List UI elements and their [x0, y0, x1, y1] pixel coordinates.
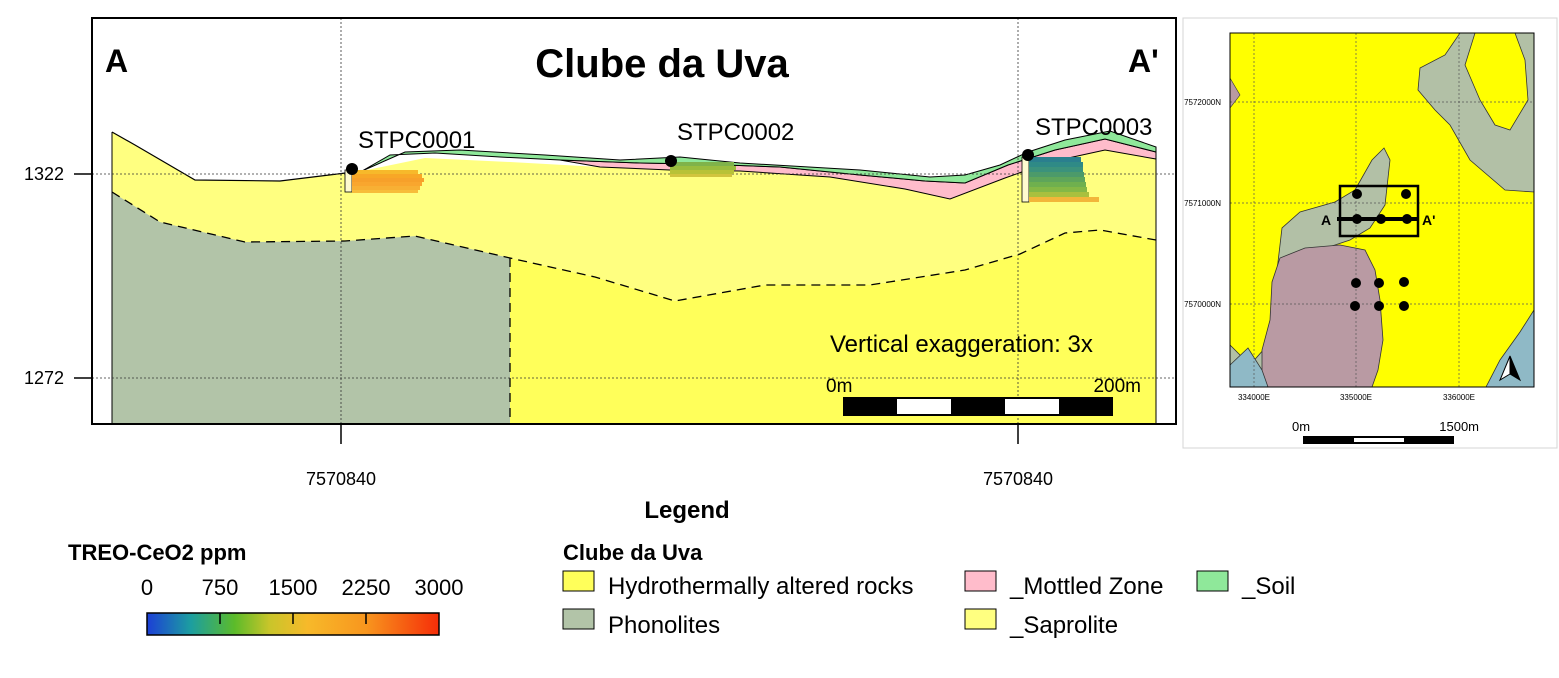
- map-mauve-unit: [1261, 244, 1384, 388]
- drillhole-stpc0003: [1021, 149, 1099, 203]
- map-easting-label: 336000E: [1443, 393, 1475, 402]
- legend-label-hydrothermal: Hydrothermally altered rocks: [608, 573, 913, 600]
- map-section-end-label: A': [1422, 212, 1435, 228]
- legend-swatch-hydrothermal: [562, 570, 595, 592]
- scalebar-segment: [897, 399, 951, 414]
- y-tick-label: 1322: [24, 164, 64, 184]
- north-arrow-icon: [1498, 355, 1522, 382]
- colorbar-tick-label: 3000: [415, 575, 464, 600]
- x-tick-label: 7570840: [983, 469, 1053, 489]
- grade-bar: [1029, 197, 1099, 202]
- topography-line: [111, 131, 363, 182]
- map-scalebar: [1303, 436, 1454, 444]
- colorbar-tick-label: 0: [141, 575, 153, 600]
- section-frame: [91, 17, 1177, 425]
- map-scalebar-end-label: 1500m: [1439, 419, 1479, 434]
- grade-bar: [1029, 162, 1083, 167]
- map-yellow-finger: [1464, 32, 1529, 131]
- drillhole-trace: [1021, 156, 1030, 203]
- grade-bar: [352, 170, 418, 174]
- drillhole-label-stpc0002: STPC0002: [677, 119, 794, 146]
- colorbar-title: TREO-CeO2 ppm: [68, 540, 246, 565]
- contact-dashed-line: [111, 191, 1157, 302]
- drill-point: [1376, 214, 1386, 224]
- drill-point: [1374, 301, 1384, 311]
- grade-bar: [1029, 157, 1081, 162]
- legend: Legend TREO-CeO2 ppm 0 750 1500 2250 300…: [68, 497, 1295, 639]
- grade-bar: [1029, 172, 1084, 177]
- grade-bar: [352, 190, 418, 193]
- x-tick-label: 7570840: [306, 469, 376, 489]
- map-section-start-label: A: [1321, 212, 1331, 228]
- grade-bar: [670, 166, 736, 170]
- section-label-left: A: [105, 43, 128, 79]
- legend-swatch-phonolites: [562, 608, 595, 630]
- legend-swatch-soil: [1196, 570, 1229, 592]
- drill-point: [1352, 214, 1362, 224]
- vertical-exaggeration-text: Vertical exaggeration: 3x: [830, 331, 1093, 358]
- drill-point: [1401, 189, 1411, 199]
- legend-label-soil: _Soil: [1241, 573, 1295, 600]
- grade-bar: [1029, 167, 1083, 172]
- section-extent-box: [1338, 184, 1420, 238]
- legend-label-phonolites: Phonolites: [608, 612, 720, 639]
- drill-point: [1399, 277, 1409, 287]
- map-frame: [1229, 32, 1535, 388]
- drill-point: [1374, 278, 1384, 288]
- cross-section: Clube da Uva A A' 1322 1272 7570840 7570…: [24, 17, 1177, 489]
- grade-bar: [670, 174, 732, 177]
- grade-bar: [1029, 177, 1085, 182]
- legend-group-title: Clube da Uva: [563, 540, 703, 565]
- drill-point: [1352, 189, 1362, 199]
- grade-bar: [352, 174, 422, 178]
- colorbar-tick-label: 1500: [269, 575, 318, 600]
- legend-swatch-saprolite: [964, 608, 997, 630]
- legend-label-mottled-zone: _Mottled Zone: [1009, 573, 1163, 600]
- map-scalebar-start-label: 0m: [1292, 419, 1310, 434]
- inset-map: A A' 7572000N 7571000N 7570000N 334000E …: [1182, 17, 1558, 449]
- drill-point: [1350, 301, 1360, 311]
- section-scalebar: [843, 397, 1113, 416]
- phonolite-unit: [112, 192, 510, 424]
- map-northing-label: 7570000N: [1184, 300, 1221, 309]
- grade-bar: [352, 182, 422, 186]
- scalebar-outline: [843, 397, 1113, 416]
- map-northing-label: 7572000N: [1184, 98, 1221, 107]
- grade-bar: [352, 186, 420, 190]
- map-easting-label: 335000E: [1340, 393, 1372, 402]
- legend-title: Legend: [644, 497, 729, 524]
- y-tick-label: 1272: [24, 368, 64, 388]
- colorbar-tick-label: 2250: [342, 575, 391, 600]
- map-northing-label: 7571000N: [1184, 199, 1221, 208]
- drillhole-stpc0001: [344, 163, 424, 193]
- drillhole-label-stpc0003: STPC0003: [1035, 114, 1152, 141]
- legend-label-saprolite: _Saprolite: [1009, 612, 1118, 639]
- grade-bar: [352, 178, 424, 182]
- grade-bar: [1029, 192, 1089, 197]
- section-title: Clube da Uva: [535, 42, 789, 86]
- grade-bar: [1029, 187, 1087, 192]
- legend-swatch-mottled-zone: [964, 570, 997, 592]
- drill-point: [1351, 278, 1361, 288]
- map-scalebar-segment: [1354, 438, 1404, 442]
- drill-point: [1399, 301, 1409, 311]
- drill-point: [1402, 214, 1412, 224]
- section-label-right: A': [1128, 43, 1159, 79]
- grade-bar: [670, 170, 734, 174]
- collar-marker: [665, 155, 677, 167]
- map-drill-points: [1350, 189, 1412, 311]
- collar-marker: [1022, 149, 1034, 161]
- grade-bar: [670, 162, 734, 166]
- drillhole-label-stpc0001: STPC0001: [358, 127, 475, 154]
- hydrothermal-unit: [112, 192, 1156, 424]
- scalebar-start-label: 0m: [826, 376, 852, 397]
- colorbar-tick-label: 750: [202, 575, 239, 600]
- scalebar-end-label: 200m: [1093, 376, 1141, 397]
- map-easting-label: 334000E: [1238, 393, 1270, 402]
- collar-marker: [346, 163, 358, 175]
- grade-bar: [1029, 182, 1086, 187]
- scalebar-segment: [1005, 399, 1059, 414]
- drillhole-stpc0002: [665, 155, 736, 177]
